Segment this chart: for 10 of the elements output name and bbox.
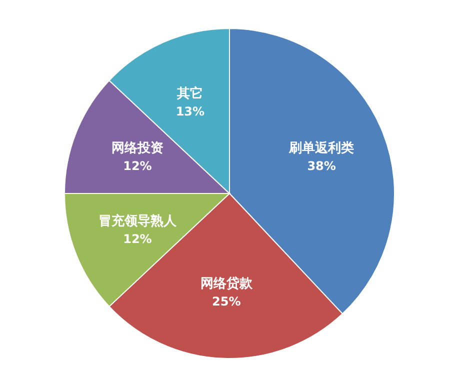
slice-label: 网络投资 [111, 141, 164, 156]
slice-label: 冒充领导熟人 [98, 212, 178, 229]
data-label: 13% [176, 104, 205, 119]
data-label: 12% [123, 159, 152, 174]
slice-label: 刷单返利类 [288, 140, 354, 156]
data-label: 25% [212, 294, 241, 308]
slice-label: 其它 [176, 86, 204, 102]
slice-label: 网络贷款 [200, 275, 254, 292]
data-label: 12% [123, 232, 152, 246]
data-label: 38% [307, 159, 336, 174]
